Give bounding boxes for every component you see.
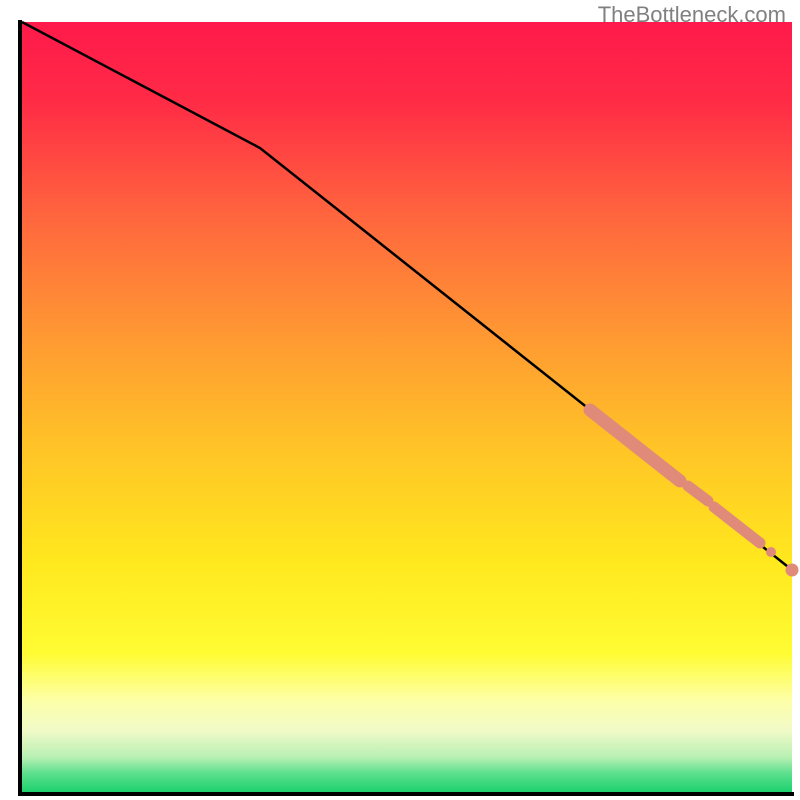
x-axis-line bbox=[18, 792, 794, 796]
y-axis-line bbox=[18, 20, 22, 794]
watermark-text: TheBottleneck.com bbox=[598, 2, 786, 28]
chart-svg bbox=[0, 0, 800, 800]
gradient-background bbox=[22, 22, 792, 792]
chart-container: TheBottleneck.com bbox=[0, 0, 800, 800]
